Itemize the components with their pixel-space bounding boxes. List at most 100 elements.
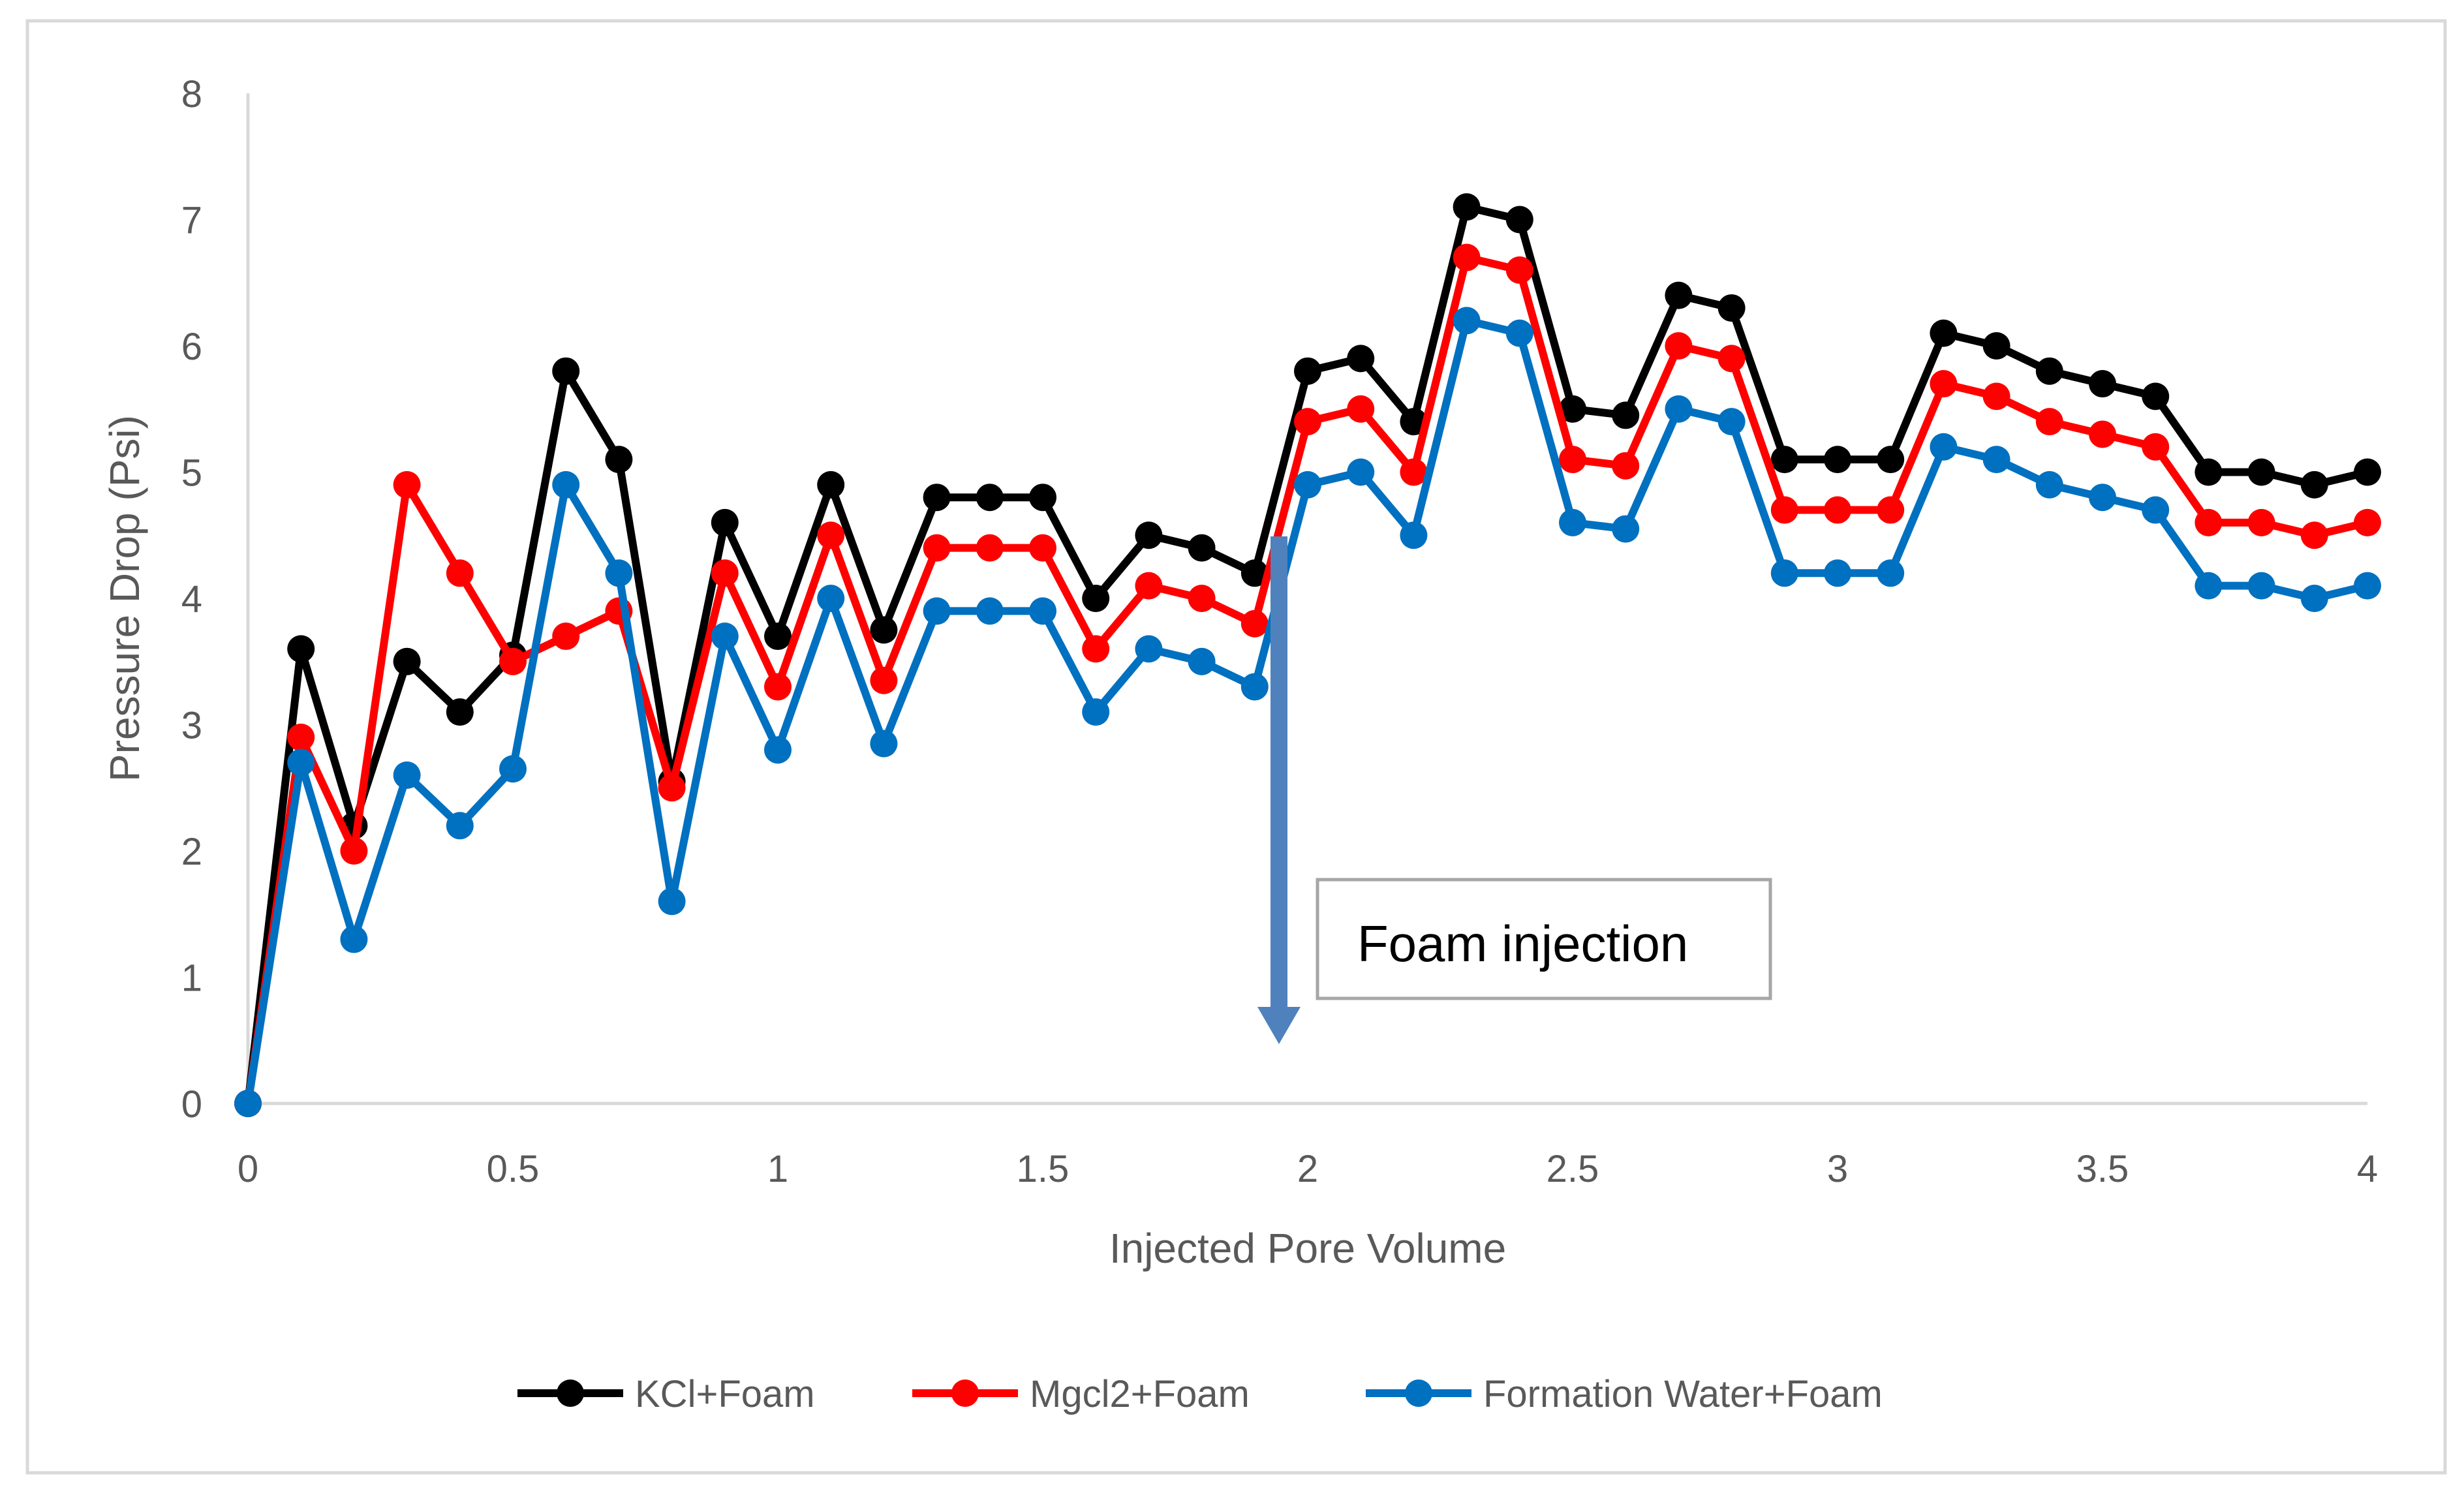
data-point <box>1665 332 1693 360</box>
data-point <box>605 446 633 474</box>
data-point <box>2035 357 2063 385</box>
data-point <box>1400 458 1428 486</box>
data-point <box>2300 585 2328 612</box>
data-point <box>1400 521 1428 549</box>
data-point <box>1082 698 1110 726</box>
data-point <box>1188 585 1216 612</box>
data-point <box>658 774 686 802</box>
data-point <box>2247 458 2275 486</box>
data-point <box>552 470 580 499</box>
data-point <box>1294 357 1321 385</box>
legend-label: Formation Water+Foam <box>1483 1373 1883 1415</box>
data-point <box>1982 332 2010 360</box>
x-tick-label: 3 <box>1827 1148 1848 1190</box>
x-tick-labels: 0 0.5 1 1.5 2 2.5 3 3.5 4 <box>238 1148 2378 1190</box>
data-point <box>1877 559 1905 587</box>
data-point <box>1135 521 1163 549</box>
data-point <box>1824 559 1851 587</box>
data-point <box>1770 559 1798 587</box>
data-point <box>1930 370 1958 398</box>
data-point <box>870 730 898 758</box>
data-point <box>1877 496 1905 524</box>
data-point <box>923 534 951 562</box>
data-point <box>287 723 315 751</box>
data-point <box>393 647 421 675</box>
annotation-box <box>1316 878 1772 1000</box>
x-tick-label: 4 <box>2357 1148 2378 1190</box>
x-tick-label: 3.5 <box>2076 1148 2129 1190</box>
data-point <box>764 623 792 651</box>
series-group <box>234 307 2381 1117</box>
data-point <box>2194 572 2223 600</box>
data-point <box>976 484 1004 512</box>
data-point <box>499 755 527 783</box>
data-point <box>552 623 580 651</box>
data-point <box>1240 609 1269 638</box>
data-point <box>1029 534 1056 562</box>
data-point <box>287 635 315 663</box>
data-point <box>1982 382 2010 410</box>
x-tick-label: 2 <box>1297 1148 1318 1190</box>
y-tick-label: 7 <box>181 200 202 242</box>
legend-item: Mgcl2+Foam <box>912 1373 1250 1415</box>
data-point <box>2194 508 2223 536</box>
data-point <box>1505 256 1533 284</box>
annotation-arrow-head <box>1257 1007 1301 1044</box>
data-point <box>446 698 474 726</box>
legend-swatch-marker <box>951 1379 979 1407</box>
data-point <box>2247 508 2275 536</box>
y-tick-label: 6 <box>181 326 202 368</box>
data-point <box>764 736 792 764</box>
data-point <box>870 616 898 644</box>
data-point <box>1505 319 1533 347</box>
data-point <box>605 559 633 587</box>
y-tick-label: 0 <box>181 1083 202 1126</box>
data-point <box>1029 484 1056 512</box>
data-point <box>2300 470 2328 499</box>
data-point <box>2247 572 2275 600</box>
legend-item: Formation Water+Foam <box>1366 1373 1883 1415</box>
data-point <box>499 647 527 675</box>
data-point <box>976 597 1004 625</box>
data-point <box>2142 382 2170 410</box>
data-point <box>1347 458 1375 486</box>
legend: KCl+Foam Mgcl2+Foam Formation Water+Foam <box>517 1373 1883 1415</box>
data-point <box>764 673 792 701</box>
data-point <box>1612 452 1640 480</box>
data-point <box>552 357 580 385</box>
y-tick-label: 3 <box>181 705 202 747</box>
data-point <box>870 666 898 694</box>
data-point <box>1135 635 1163 663</box>
data-point <box>1982 446 2010 474</box>
data-point <box>817 470 845 499</box>
y-tick-label: 8 <box>181 73 202 116</box>
data-point <box>1188 647 1216 675</box>
data-point <box>1930 433 1958 461</box>
data-point <box>1029 597 1056 625</box>
data-point <box>340 837 368 865</box>
data-point <box>2035 408 2063 436</box>
data-point <box>1453 193 1481 221</box>
chart-border <box>25 19 2447 1475</box>
data-point <box>446 812 474 840</box>
data-point <box>1717 408 1746 436</box>
data-point <box>1559 446 1586 474</box>
legend-label: Mgcl2+Foam <box>1030 1373 1250 1415</box>
y-tick-label: 5 <box>181 452 202 495</box>
data-point <box>1347 395 1375 423</box>
x-tick-label: 1 <box>767 1148 788 1190</box>
y-axis-title: Pressure Drop (Psi) <box>101 415 148 782</box>
data-point <box>817 585 845 612</box>
data-point <box>1188 534 1216 562</box>
data-point <box>1453 307 1481 335</box>
x-tick-label: 1.5 <box>1017 1148 1070 1190</box>
data-point <box>2354 508 2381 536</box>
series-lines <box>234 193 2381 1117</box>
data-point <box>1770 446 1798 474</box>
data-point <box>1770 496 1798 524</box>
series-group <box>234 243 2381 1117</box>
data-point <box>1240 673 1269 701</box>
data-point <box>2354 572 2381 600</box>
